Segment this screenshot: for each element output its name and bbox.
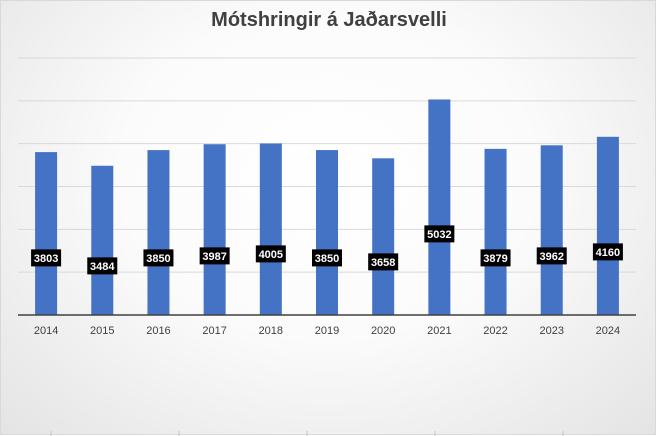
data-label: 3850 [146,253,170,265]
bar-2022 [484,148,507,315]
data-label: 3962 [539,251,563,263]
data-label-box [592,243,623,261]
x-tick-label: 2024 [596,325,620,337]
data-label: 3484 [90,261,115,273]
data-label: 3879 [483,253,507,265]
bar-series [35,99,619,315]
x-tick-label: 2021 [427,325,451,337]
data-label-box [536,247,567,265]
data-label: 5032 [427,229,451,241]
data-label: 3658 [371,257,395,269]
bar-2020 [372,158,395,315]
bar-2014 [35,152,58,315]
data-label-box [31,249,62,267]
bar-2024 [596,136,619,315]
x-tick-label: 2014 [34,325,58,337]
bar-2016 [147,150,170,315]
data-label: 4160 [596,247,620,259]
x-tick-label: 2016 [146,325,170,337]
data-label-box [143,249,174,267]
x-axis: 2014 2015 2016 2017 2018 2019 2020 2021 2022 2023… [18,314,636,337]
x-tick-label: 2018 [259,325,283,337]
x-tick-label: 2022 [483,325,507,337]
bar-2018 [259,143,282,315]
x-tick-label: 2023 [539,325,563,337]
bar-2017 [203,144,226,315]
x-tick-label: 2015 [90,325,114,337]
data-label-box [480,249,511,267]
data-label: 3987 [202,251,226,263]
data-label-box [312,249,342,267]
x-tick-label: 2019 [315,325,339,337]
data-label: 3850 [315,253,339,265]
bottom-frame [50,431,564,436]
data-label: 4005 [259,249,283,261]
bar-2023 [540,145,563,315]
data-label-box [199,247,230,265]
data-label: 3803 [34,253,58,265]
bar-2019 [316,150,338,315]
data-label-box [87,257,118,275]
bar-2021 [428,99,451,315]
x-tick-label: 2017 [202,325,226,337]
data-label-box [368,253,399,271]
x-tick-label: 2020 [371,325,395,337]
data-label-box [424,225,455,243]
data-label-box [255,245,286,263]
bar-2015 [91,165,114,315]
data-labels: 3803 3484 3850 3987 4005 3850 3658 5032 3879 3962… [31,225,623,275]
chart-title: Mótshringir á Jaðarsvelli [211,9,447,31]
